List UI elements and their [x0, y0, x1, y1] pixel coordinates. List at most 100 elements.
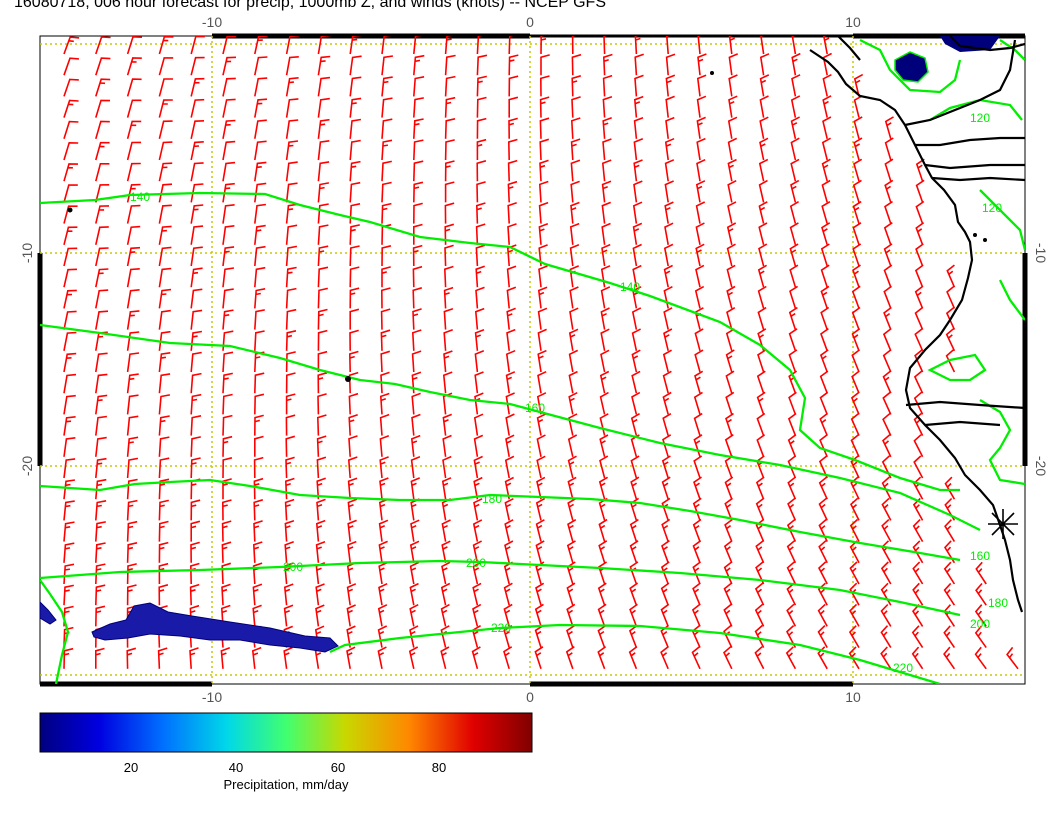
wind-barb-icon — [349, 308, 360, 330]
wind-barb-icon — [221, 541, 232, 563]
wind-barb-icon — [190, 36, 205, 55]
wind-barb-icon — [757, 306, 767, 330]
wind-barb-icon — [381, 160, 392, 182]
wind-barb-icon — [724, 497, 733, 521]
wind-barb-icon — [503, 603, 513, 627]
wind-barb-icon — [317, 393, 327, 415]
wind-barb-icon — [126, 499, 138, 521]
wind-barb-icon — [254, 77, 268, 97]
wind-barb-icon — [759, 137, 769, 161]
wind-barb-icon — [758, 179, 768, 203]
wind-barb-icon — [634, 36, 641, 55]
wind-barb-icon — [411, 392, 421, 415]
wind-barb-icon — [444, 139, 455, 161]
wind-barb-icon — [349, 181, 361, 203]
wind-barb-icon — [190, 436, 201, 457]
wind-barb-icon — [348, 350, 359, 373]
wind-barb-icon — [691, 603, 701, 627]
wind-barb-icon — [695, 243, 705, 267]
wind-barb-icon — [475, 244, 486, 267]
wind-barb-icon — [785, 646, 797, 670]
wind-barb-icon — [570, 159, 581, 182]
wind-barb-icon — [409, 603, 419, 627]
wind-barb-icon — [441, 561, 451, 585]
wind-barb-icon — [599, 391, 609, 415]
wind-barb-icon — [945, 349, 956, 373]
wind-barb-icon — [158, 394, 171, 415]
wind-barb-icon — [693, 476, 702, 500]
wind-barb-icon — [787, 497, 797, 521]
wind-barb-icon — [348, 435, 358, 457]
wind-barb-icon — [759, 53, 770, 76]
wind-barb-icon — [754, 624, 765, 648]
wind-barb-icon — [632, 264, 642, 288]
wind-barb-icon — [442, 413, 452, 436]
wind-barb-icon — [570, 117, 581, 139]
wind-barb-icon — [536, 413, 547, 436]
wind-barb-icon — [348, 371, 359, 394]
bottom-tick-label: 0 — [526, 689, 534, 705]
wind-barb-icon — [850, 497, 860, 521]
wind-barb-icon — [316, 435, 327, 457]
wind-barb-icon — [536, 434, 546, 457]
wind-barb-icon — [222, 161, 236, 182]
wind-barb-icon — [974, 646, 987, 670]
wind-barb-icon — [317, 36, 331, 55]
wind-barb-icon — [475, 265, 485, 288]
wind-barb-icon — [442, 392, 453, 415]
wind-barb-icon — [755, 476, 765, 500]
wind-barb-icon — [95, 78, 111, 97]
wind-barb-icon — [505, 349, 516, 373]
wind-barb-icon — [880, 561, 892, 585]
wind-barb-icon — [285, 36, 300, 55]
wind-barb-icon — [538, 223, 549, 245]
right-tick-label: -20 — [1033, 456, 1049, 476]
wind-barb-icon — [190, 98, 205, 118]
wind-barb-icon — [694, 370, 704, 394]
wind-barb-icon — [380, 329, 391, 351]
wind-barb-icon — [665, 36, 670, 55]
wind-barb-icon — [381, 97, 393, 118]
wind-barb-icon — [696, 137, 706, 161]
wind-barb-icon — [882, 391, 892, 415]
wind-barb-icon — [474, 371, 484, 394]
wind-barb-icon — [632, 222, 643, 245]
wind-barb-icon — [254, 119, 267, 139]
wind-barb-icon — [696, 95, 707, 118]
contour-label: 160 — [525, 401, 545, 415]
wind-barb-icon — [63, 141, 79, 161]
wind-barb-icon — [63, 563, 75, 585]
wind-barb-icon — [692, 582, 701, 606]
wind-barb-icon — [943, 582, 956, 606]
wind-barb-icon — [664, 159, 675, 182]
wind-barb-icon — [63, 310, 77, 330]
wind-barb-icon — [252, 541, 263, 563]
wind-barb-icon — [913, 434, 924, 458]
wind-barb-icon — [759, 74, 770, 97]
wind-barb-icon — [694, 328, 704, 352]
wind-barb-icon — [665, 116, 675, 139]
wind-barb-icon — [664, 137, 675, 161]
wind-barb-icon — [349, 266, 360, 288]
wind-barb-icon — [349, 160, 361, 182]
wind-barb-icon — [347, 540, 357, 563]
wind-barb-icon — [504, 540, 514, 563]
wind-barb-icon — [852, 200, 862, 224]
colorbar-tick: 20 — [124, 760, 138, 775]
wind-barb-icon — [570, 201, 580, 224]
wind-barb-icon — [727, 137, 738, 161]
wind-barb-icon — [946, 264, 956, 288]
wind-barb-icon — [444, 223, 455, 245]
wind-barb-icon — [316, 477, 326, 500]
wind-barb-icon — [945, 306, 956, 330]
wind-barb-icon — [378, 561, 388, 585]
wind-barb-icon — [285, 224, 298, 245]
wind-barb-icon — [283, 583, 294, 606]
wind-barb-icon — [158, 225, 172, 245]
wind-barb-icon — [190, 415, 202, 436]
wind-barb-icon — [692, 561, 701, 585]
wind-barb-icon — [660, 646, 669, 670]
wind-barb-icon — [853, 95, 863, 118]
wind-barb-icon — [790, 158, 800, 182]
wind-barb-icon — [472, 519, 483, 542]
